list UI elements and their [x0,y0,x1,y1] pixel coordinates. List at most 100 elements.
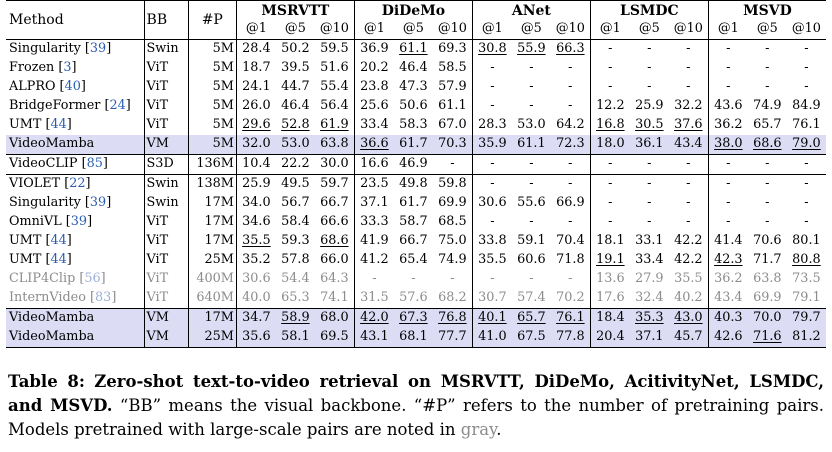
citation-link[interactable]: 39 [70,214,88,230]
method-name: Frozen [9,60,55,76]
score-cell: - [550,59,591,78]
caption-end: . [496,420,502,439]
score-cell: - [747,174,787,194]
table-row: VideoMamba VM 25M 35.6 58.1 69.5 43.1 68.1 77.7 4… [6,328,826,348]
score-cell: - [647,60,652,76]
method-name: Singularity [9,41,81,57]
score-cell: 74.1 [314,289,355,309]
score-cell: - [765,79,770,95]
citation-link[interactable]: 24 [109,98,126,114]
citation-link[interactable]: 83 [95,290,112,306]
citation-link[interactable]: 85 [86,156,103,172]
caption-text: “BB” means the visual backbone. “#P” ref… [8,396,825,439]
score-cell: 69.9 [432,194,473,213]
score-cell: - [511,154,551,175]
score-cell: 34.6 [242,214,271,230]
score-cell: 10.4 [236,154,276,175]
score-cell: 43.4 [714,290,743,306]
citation-link[interactable]: 44 [50,233,67,249]
score-cell: 73.5 [792,271,821,287]
score-cell: - [608,79,613,95]
header-bb: BB [144,0,189,40]
header-metric: @10 [432,20,473,40]
citation-link[interactable]: 44 [50,252,67,268]
score-cell: 40.3 [708,308,748,328]
score-cell: - [550,174,591,194]
score-cell: 58.9 [275,308,315,328]
citation-link[interactable]: 39 [89,41,107,57]
citation-link[interactable]: 39 [89,195,107,211]
backbone-cell: VM [144,328,189,348]
score-cell: 16.8 [596,117,625,133]
backbone-cell: VM [144,308,189,328]
method-name: Singularity [9,195,81,211]
score-cell: 39.5 [281,60,310,76]
score-cell: 42.2 [668,251,709,270]
header-group-anet: ANet [472,0,591,20]
pairs-cell: 400M [188,270,237,289]
score-cell: 59.7 [314,174,355,194]
method-cell: Singularity [39] [6,39,145,59]
score-cell: 41.9 [360,233,389,249]
citation-link[interactable]: 3 [63,60,72,76]
score-cell: 53.0 [275,135,315,155]
score-cell: 77.7 [432,328,473,348]
score-cell: 74.9 [432,251,473,270]
score-cell: - [372,271,377,287]
header-method: Method [6,0,145,40]
score-cell: 30.8 [472,39,512,59]
score-cell: 22.2 [275,154,315,175]
score-cell: 36.2 [714,117,743,133]
score-cell: 68.0 [314,308,355,328]
score-cell: - [708,174,748,194]
score-cell: 28.3 [478,117,507,133]
score-cell: - [647,214,652,230]
score-cell: 33.4 [360,117,389,133]
backbone-cell: S3D [144,154,189,175]
method-cell: BridgeFormer [24] [6,97,145,116]
method-cell: ALPRO [40] [6,78,145,97]
citation-link[interactable]: 22 [69,176,86,192]
citation-link[interactable]: 40 [64,79,81,95]
header-metric: @1 [363,21,385,37]
score-cell: 66.7 [399,233,428,249]
header-metric: @10 [668,20,709,40]
header-metric: @1 [481,21,503,37]
score-cell: 66.9 [550,194,591,213]
score-cell: - [529,60,534,76]
method-cell: VideoCLIP [85] [6,154,145,175]
score-cell: 66.0 [314,251,355,270]
table-row: Singularity [39] Swin 17M 34.0 56.7 66.7 37.1 6… [6,194,826,213]
score-cell: 49.8 [393,174,433,194]
score-cell: 25.9 [635,98,664,114]
header-metric: @5 [756,21,778,37]
backbone-cell: ViT [144,232,189,251]
method-name: OmniVL [9,214,62,230]
score-cell: 84.9 [792,98,821,114]
score-cell: 25.9 [236,174,276,194]
score-cell: - [490,271,495,287]
score-cell: 36.9 [354,39,394,59]
score-cell: 23.8 [360,79,389,95]
table-row: BridgeFormer [24] ViT 5M 26.0 46.4 56.4 25.6 50… [6,97,826,116]
score-cell: 33.8 [478,233,507,249]
score-cell: - [511,174,551,194]
score-cell: 70.0 [747,308,787,328]
score-cell: - [529,98,534,114]
score-cell: 37.1 [629,328,669,348]
score-cell: 57.8 [281,252,310,268]
caption-gray-word: gray [460,420,497,439]
method-cell: Singularity [39] [6,194,145,213]
method-name: VideoMamba [9,136,95,152]
score-cell: - [668,78,709,97]
score-cell: 42.3 [714,252,743,268]
score-cell: 55.9 [511,39,551,59]
score-cell: 40.2 [668,289,709,309]
citation-link[interactable]: 56 [84,271,101,287]
citation-link[interactable]: 44 [50,117,67,133]
score-cell: 66.7 [314,194,355,213]
score-cell: 71.6 [747,328,787,348]
score-cell: - [668,59,709,78]
table-row: OmniVL [39] ViT 17M 34.6 58.4 66.6 33.3 58.7 68.… [6,213,826,232]
score-cell: 60.6 [517,252,546,268]
